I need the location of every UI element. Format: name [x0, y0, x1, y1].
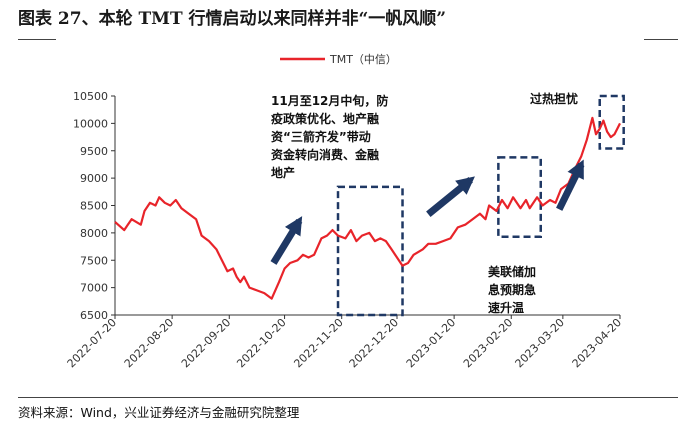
x-tick-label: 2022-11-20 [291, 316, 345, 370]
source-rule [18, 397, 678, 398]
series-line-tmt [114, 116, 621, 300]
annotation-fed-line: 速升温 [488, 301, 525, 315]
annotation-fed: 美联储加 息预期急 速升温 [488, 263, 536, 317]
y-tick-label: 7000 [80, 282, 108, 295]
chart-legend: TMT（中信） [280, 53, 397, 66]
title-rule-left [18, 39, 56, 40]
x-tick-label: 2022-12-20 [347, 316, 401, 370]
title-rule-right [644, 39, 678, 40]
annotation-overheat: 过热担忧 [530, 92, 579, 106]
x-tick-label: 2023-04-20 [570, 316, 624, 370]
trend-arrow [556, 159, 585, 211]
annotation-policy-line: 疫政策优化、地产融 [271, 112, 380, 126]
annotation-policy-line: 资“三箭齐发”带动 [271, 130, 371, 144]
y-tick-label: 9500 [80, 145, 108, 158]
x-tick-label: 2022-08-20 [122, 316, 176, 370]
annotation-policy-line: 地产 [271, 166, 296, 180]
x-tick-label: 2022-10-20 [234, 316, 288, 370]
annotation-policy-line: 资金转向消费、金融 [271, 148, 380, 162]
y-tick-label: 10000 [73, 117, 108, 130]
x-tick-label: 2022-09-20 [179, 316, 233, 370]
annotation-fed-line: 美联储加 [488, 265, 537, 279]
legend-label: TMT（中信） [329, 53, 397, 66]
y-tick-label: 8000 [80, 227, 108, 240]
highlight-box [336, 185, 404, 317]
y-tick-label: 6500 [80, 309, 108, 322]
figure-title: 图表 27、本轮 TMT 行情启动以来同样并非“一帆风顺” [18, 9, 447, 29]
trend-arrow [426, 176, 475, 217]
annotation-fed-line: 息预期急 [488, 283, 537, 297]
x-tick-label: 2022-07-20 [65, 316, 119, 370]
source-note: 资料来源：Wind，兴业证券经济与金融研究院整理 [18, 405, 300, 420]
y-tick-label: 7500 [80, 254, 108, 267]
trend-arrow [270, 216, 303, 265]
highlight-box [598, 94, 625, 150]
y-tick-label: 8500 [80, 200, 108, 213]
annotation-policy-line: 11月至12月中旬，防 [271, 94, 389, 108]
y-tick-label: 9000 [80, 172, 108, 185]
y-tick-label: 10500 [73, 90, 108, 103]
x-tick-label: 2023-01-20 [404, 316, 458, 370]
x-tick-label: 2023-03-20 [513, 316, 567, 370]
highlight-box [497, 156, 542, 238]
x-tick-label: 2023-02-20 [461, 316, 515, 370]
annotation-policy: 11月至12月中旬，防 疫政策优化、地产融 资“三箭齐发”带动 资金转向消费、金… [271, 92, 388, 182]
